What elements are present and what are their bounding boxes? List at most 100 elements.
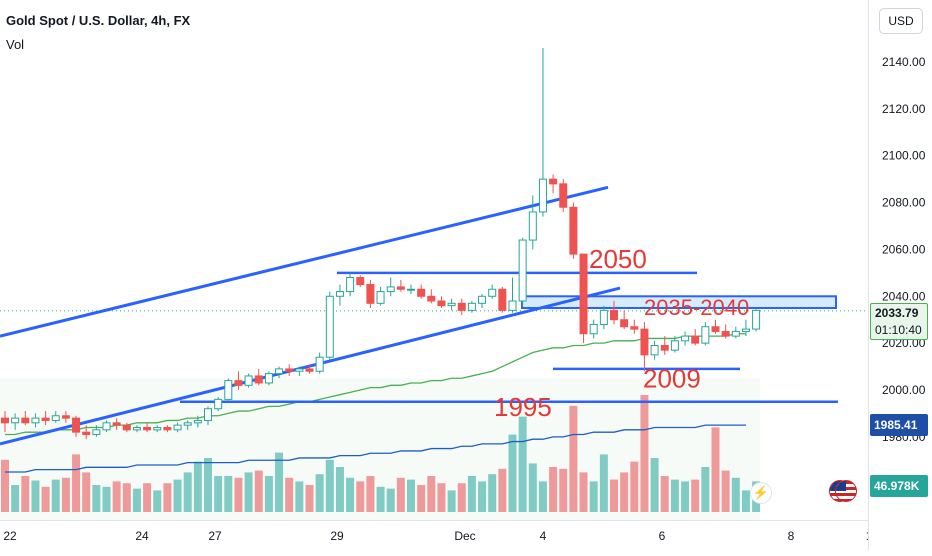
candle [681,331,690,346]
volume-bar [31,480,40,512]
candle [467,300,476,313]
candle-body [620,319,629,328]
candle-body [630,326,639,330]
time-scale[interactable]: 22 24 27 29 Dec 4 6 8 11 [0,520,879,551]
volume-bar [295,481,304,512]
candle-body [427,295,436,302]
volume-bar [741,490,750,512]
candle [427,289,436,304]
candle-body [61,415,70,419]
candle-body [518,239,527,302]
ma-blue-line [5,424,746,473]
candle [417,284,426,299]
price-tick-label: 2100.00 [882,149,926,163]
volume-bar [620,472,629,512]
candle-body [508,300,517,311]
price-scale[interactable]: 1980.00 2000.00 2020.00 2040.00 2060.00 2080.… [868,0,932,550]
candle [691,329,700,346]
candle [112,418,121,430]
candle-body [234,380,243,386]
candle [518,237,527,306]
volume-bar [518,416,527,512]
lightning-icon[interactable]: ⚡ [750,482,772,504]
candle [204,406,212,426]
volume-bar [92,485,101,512]
chart-area[interactable]: 2050 2035-2040 2009 1995 [0,0,868,520]
candle [731,326,740,339]
candle-body [275,368,284,375]
candle [528,195,537,250]
volume-bar [386,488,395,512]
candle [173,422,182,433]
candle-body [457,302,466,311]
currency-button[interactable]: USD [879,8,923,34]
volume-bar [711,427,720,512]
candle [305,364,314,374]
candle [51,411,60,423]
candle [559,179,568,212]
candle-body [386,286,395,293]
candle [599,305,608,330]
candle [61,411,70,423]
price-tick-label: 2080.00 [882,196,926,210]
price-tick-label: 2140.00 [882,55,926,69]
candle-body [204,408,212,421]
volume-bar [112,481,121,512]
candle-body [650,344,659,356]
volume-bar [1,459,9,512]
candle-body [163,426,172,431]
time-tick-label: 8 [788,529,795,543]
candle-body [122,424,131,431]
candle [630,319,639,334]
time-tick-label: 22 [3,529,17,543]
channel-upper-line [0,185,609,338]
candle [183,420,192,430]
candle-body [41,417,50,421]
candle-body [549,178,558,185]
candle [102,420,111,433]
candle [660,336,669,355]
candle-body [589,323,598,335]
candle [82,425,91,440]
price-chart[interactable]: 2050 2035-2040 2009 1995 [0,0,868,520]
candle [701,322,710,346]
volume-bar [417,485,426,512]
candle [346,272,355,297]
annotation-label: 2050 [589,244,647,274]
volume-bar [407,479,415,512]
candle-body [528,211,537,241]
candle-body [701,326,710,344]
candle-body [467,302,476,311]
volume-bar [467,476,476,512]
volume-bar [346,477,355,512]
candle-body [102,422,111,431]
volume-bar [549,467,558,512]
candle-body [640,328,649,356]
candle-body [153,426,162,431]
candle-body [407,288,415,291]
candle [549,174,558,194]
candle [132,425,141,433]
candle [640,322,649,372]
candle [143,422,152,433]
candle [376,286,385,306]
candle [11,413,20,430]
candle [335,284,344,306]
volume-bar [538,481,547,512]
candle [356,275,365,287]
candle-body [143,426,152,431]
candle [407,284,415,294]
flag-us-icon[interactable] [835,480,857,502]
volume-bar [498,468,507,512]
candle [589,319,598,339]
volume-bar [670,479,679,512]
last-price-value: 2033.79 [875,306,919,320]
candle-body [325,295,334,358]
candle [1,411,9,433]
volume-bar [599,454,608,512]
candle-body [51,415,60,421]
last-price-tag: 2033.79 01:10:40 [870,303,928,340]
annotation-label: 2009 [643,364,701,394]
candle [122,422,131,433]
volume-bar [437,483,446,512]
